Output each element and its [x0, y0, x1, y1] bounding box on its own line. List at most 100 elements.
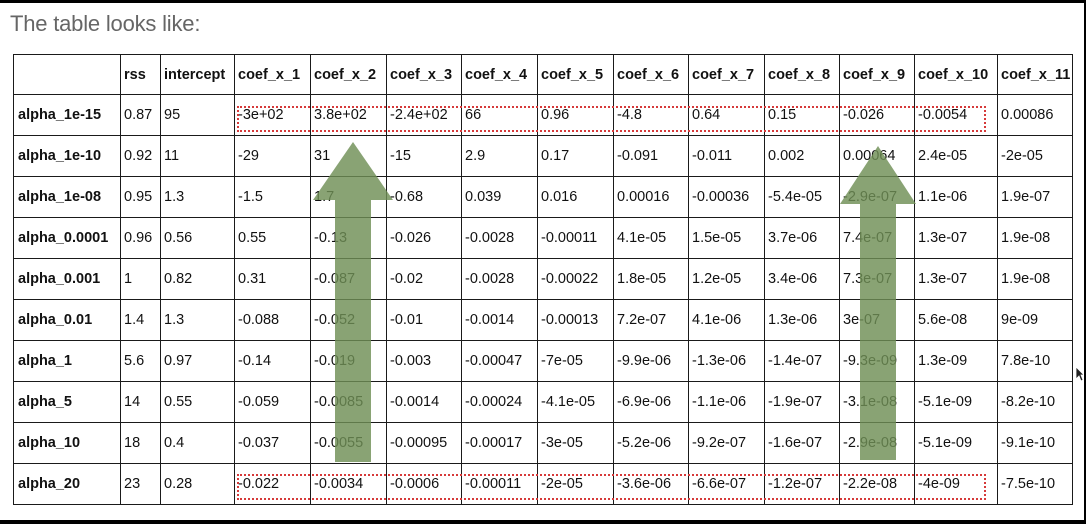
table-cell: 1.3e-07: [914, 217, 998, 259]
table-cell: -1.9e-07: [764, 381, 840, 423]
table-row: alpha_0.01 1.4 1.3 -0.088 -0.052 -0.01 -0.0014…: [13, 299, 1073, 341]
table-cell: 7.3e-07: [839, 258, 915, 300]
column-header: coef_x_2: [310, 54, 387, 95]
table-cell: -1.4e-07: [764, 340, 840, 382]
row-label-cell: alpha_1: [13, 340, 121, 382]
table-cell: 1.8e-05: [613, 258, 689, 300]
row-label-cell: alpha_20: [13, 463, 121, 505]
table-cell: 0.96: [537, 94, 614, 136]
table-cell: -0.022: [234, 463, 311, 505]
table-cell: -9.1e-10: [997, 422, 1073, 464]
table-cell: 1: [120, 258, 161, 300]
table-cell: -0.059: [234, 381, 311, 423]
table-cell: -0.026: [839, 94, 915, 136]
table-cell: 7.2e-07: [613, 299, 689, 341]
table-cell: 31: [310, 135, 387, 177]
table-cell: 1.9e-07: [997, 176, 1073, 218]
column-header: coef_x_3: [386, 54, 462, 95]
table-cell: 66: [461, 94, 538, 136]
table-cell: 1.9e-08: [997, 217, 1073, 259]
column-header: coef_x_1: [234, 54, 311, 95]
table-cell: 0.002: [764, 135, 840, 177]
table-cell: 18: [120, 422, 161, 464]
table-cell: -3e+02: [234, 94, 311, 136]
table-cell: -1.5: [234, 176, 311, 218]
table-cell: -0.037: [234, 422, 311, 464]
table-cell: 1.3e-09: [914, 340, 998, 382]
table-cell: -9.2e-07: [688, 422, 765, 464]
table-cell: -4.1e-05: [537, 381, 614, 423]
table-cell: -0.0085: [310, 381, 387, 423]
table-cell: -0.00095: [386, 422, 462, 464]
table-cell: 0.00016: [613, 176, 689, 218]
table-row: alpha_1e-08 0.95 1.3 -1.5 1.7 -0.68 0.039 0.016…: [13, 176, 1073, 218]
row-label-cell: alpha_1e-08: [13, 176, 121, 218]
table-cell: -0.052: [310, 299, 387, 341]
table-cell: -0.02: [386, 258, 462, 300]
row-label-cell: alpha_0.0001: [13, 217, 121, 259]
mouse-cursor-icon: [1075, 366, 1084, 382]
table-cell: -5.2e-06: [613, 422, 689, 464]
table-cell: -0.00022: [537, 258, 614, 300]
table-cell: -0.0014: [461, 299, 538, 341]
table-cell: 95: [160, 94, 235, 136]
table-cell: 0.55: [160, 381, 235, 423]
table-cell: -0.0028: [461, 217, 538, 259]
table-cell: -0.0054: [914, 94, 998, 136]
column-header: coef_x_9: [839, 54, 915, 95]
table-cell: -0.003: [386, 340, 462, 382]
table-cell: -2.9e-07: [839, 176, 915, 218]
column-header: coef_x_10: [914, 54, 998, 95]
table-cell: 3.4e-06: [764, 258, 840, 300]
table-cell: 0.96: [120, 217, 161, 259]
table-cell: 0.82: [160, 258, 235, 300]
column-header: coef_x_8: [764, 54, 840, 95]
table-cell: 4.1e-06: [688, 299, 765, 341]
table-cell: -9.3e-09: [839, 340, 915, 382]
table-cell: -2e-05: [997, 135, 1073, 177]
table-cell: 1.2e-05: [688, 258, 765, 300]
table-cell: 0.64: [688, 94, 765, 136]
table-row: alpha_1e-10 0.92 11 -29 31 -15 2.9 0.17 -0.091 -0…: [13, 135, 1073, 177]
table-cell: -0.68: [386, 176, 462, 218]
table-cell: 0.92: [120, 135, 161, 177]
table-cell: 5.6: [120, 340, 161, 382]
table-cell: 2.4e-05: [914, 135, 998, 177]
column-header: coef_x_11: [997, 54, 1073, 95]
column-header: coef_x_5: [537, 54, 614, 95]
table-cell: 7.4e-07: [839, 217, 915, 259]
table-cell: 0.039: [461, 176, 538, 218]
table-cell: 1.9e-08: [997, 258, 1073, 300]
table-cell: 3.7e-06: [764, 217, 840, 259]
table-cell: 2.9: [461, 135, 538, 177]
row-label-cell: alpha_10: [13, 422, 121, 464]
table-cell: 1.4: [120, 299, 161, 341]
table-cell: -0.13: [310, 217, 387, 259]
table-cell: -2.4e+02: [386, 94, 462, 136]
table-cell: 23: [120, 463, 161, 505]
table-cell: 0.4: [160, 422, 235, 464]
table-cell: -5.1e-09: [914, 422, 998, 464]
table-cell: 0.31: [234, 258, 311, 300]
table-cell: 0.00064: [839, 135, 915, 177]
table-cell: 5.6e-08: [914, 299, 998, 341]
table-header-row: rss intercept coef_x_1 coef_x_2 coef_x_3 coef…: [13, 54, 1073, 95]
table-cell: -0.00013: [537, 299, 614, 341]
table-cell: 14: [120, 381, 161, 423]
table-cell: -2.2e-08: [839, 463, 915, 505]
table-cell: 1.3: [160, 176, 235, 218]
table-cell: -0.0055: [310, 422, 387, 464]
column-header: coef_x_6: [613, 54, 689, 95]
table-cell: -0.00024: [461, 381, 538, 423]
table-cell: -8.2e-10: [997, 381, 1073, 423]
table-cell: 0.87: [120, 94, 161, 136]
table-cell: -0.0028: [461, 258, 538, 300]
table-cell: -0.00011: [461, 463, 538, 505]
column-header: coef_x_7: [688, 54, 765, 95]
table-cell: -4.8: [613, 94, 689, 136]
column-header: rss: [120, 54, 161, 95]
table-cell: 0.016: [537, 176, 614, 218]
row-label-cell: alpha_0.001: [13, 258, 121, 300]
table-cell: -7e-05: [537, 340, 614, 382]
table-cell: 1.3e-07: [914, 258, 998, 300]
